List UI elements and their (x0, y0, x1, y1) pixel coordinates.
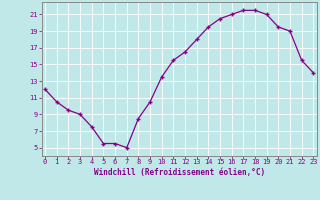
X-axis label: Windchill (Refroidissement éolien,°C): Windchill (Refroidissement éolien,°C) (94, 168, 265, 177)
